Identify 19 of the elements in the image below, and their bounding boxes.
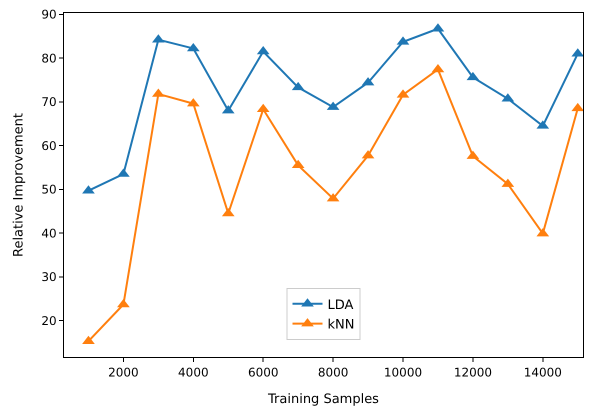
x-tick-label: 2000 [108, 365, 139, 380]
x-tick-label: 4000 [178, 365, 209, 380]
x-tick-label: 6000 [248, 365, 278, 380]
y-axis-title: Relative Improvement [11, 112, 26, 258]
y-tick-label: 30 [41, 270, 57, 284]
y-tick-label: 80 [41, 51, 57, 66]
x-tick-label: 14000 [524, 365, 562, 380]
x-axis-title: Training Samples [267, 392, 380, 407]
y-tick-label: 70 [41, 95, 57, 110]
y-tick-label: 20 [41, 314, 57, 328]
legend-label: kNN [328, 318, 354, 333]
y-tick-label: 90 [41, 8, 57, 22]
x-tick-label: 8000 [318, 365, 348, 380]
x-tick-label: 12000 [454, 365, 492, 380]
x-tick-label: 10000 [384, 365, 422, 380]
legend-label: LDA [328, 298, 354, 313]
y-tick-label: 50 [41, 182, 57, 197]
y-tick-label: 40 [41, 226, 57, 240]
y-tick-label: 60 [41, 138, 57, 153]
